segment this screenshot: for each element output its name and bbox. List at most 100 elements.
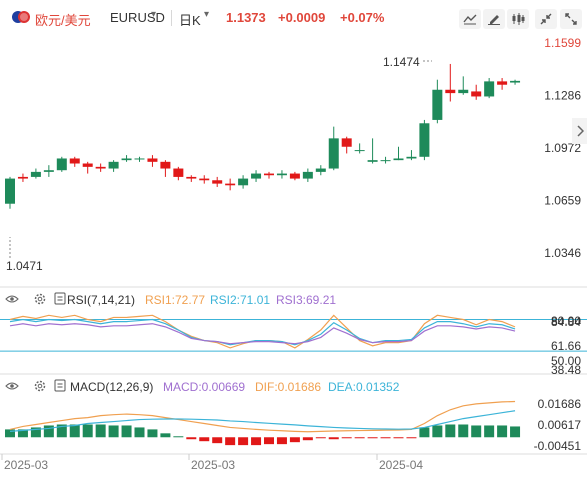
rsi-axis-label: 84.84 [551,315,581,329]
symbol-name-cn[interactable]: 欧元/美元 [35,13,91,28]
candle-body [134,158,145,160]
macd-histogram-bar [225,437,236,446]
macd-histogram-bar [354,437,365,439]
settings-icon[interactable] [34,380,46,392]
candle-body [510,80,521,83]
time-axis-label: 2025-04 [379,458,423,472]
rsi-axis-label: 50.00 [551,354,581,368]
candle-body [160,161,171,169]
macd-histogram-bar [56,424,67,438]
line-chart-icon[interactable] [459,9,481,29]
macd-value: MACD:0.00669 [163,380,245,394]
candle-body [43,170,54,172]
macd-histogram-bar [82,424,93,438]
candle-body [121,158,132,161]
macd-histogram-bar [302,437,313,441]
macd-axis-label: 0.00617 [538,418,582,432]
candle-body [315,168,326,172]
candle-body [289,173,300,179]
candle-body [445,89,456,94]
macd-histogram-bar [341,437,352,439]
macd-histogram-bar [276,437,287,445]
draw-pen-icon[interactable] [483,9,505,29]
rsi2-value: RSI2:71.01 [210,293,270,307]
candle-body [419,123,430,157]
expand-icon[interactable] [560,9,582,29]
price-change-percent: +0.07% [340,10,385,25]
macd-histogram-bar [328,437,339,440]
visibility-icon[interactable] [5,382,19,390]
rsi-header: RSI(7,14,21) RSI1:72.77 RSI2:71.01 RSI3:… [5,292,336,307]
macd-histogram-bar [121,425,132,438]
symbol-code[interactable]: EURUSD [110,10,165,25]
macd-histogram-bar [471,425,482,438]
macd-histogram-bar [69,424,80,438]
candle-body [173,168,184,177]
max-price-label: 1.1474 [383,55,420,69]
candlestick-series [5,60,521,258]
rsi3-value: RSI3:69.21 [276,293,336,307]
candlestick-icon[interactable] [507,9,529,29]
dif-line [9,400,516,433]
macd-header: MACD(12,26,9) MACD:0.00669 DIF:0.01686 D… [5,379,400,394]
dea-value: DEA:0.01352 [328,380,400,394]
macd-histogram-bar [406,437,417,439]
price-axis-label: 1.1286 [544,88,581,102]
macd-histogram-bar [5,429,15,438]
price-axis: 1.1599 1.1286 1.0972 1.0659 1.0346 [544,36,581,260]
candle-body [328,138,339,169]
settings-icon[interactable] [34,293,46,305]
rsi-line-rsi3 [9,323,516,345]
candle-body [276,173,287,176]
macd-histogram-bar [419,427,430,438]
candle-body [302,171,313,179]
chevron-right-icon[interactable] [572,118,587,144]
candle-body [432,89,443,120]
divider [171,10,172,26]
macd-histogram-bar [445,424,456,438]
price-axis-label: 1.0972 [544,141,581,155]
candle-body [17,176,28,179]
candle-body [108,161,119,169]
macd-histogram-bar [30,427,41,438]
price-axis-label: 1.1599 [544,36,581,50]
time-axis-label: 2025-03 [4,458,48,472]
macd-histogram-bar [108,425,119,438]
macd-histogram-bar [393,437,404,439]
dif-value: DIF:0.01686 [255,380,321,394]
candle-body [251,173,262,179]
candle-body [264,173,274,176]
macd-axis-label: 0.01686 [538,397,582,411]
time-axis-label: 2025-03 [191,458,235,472]
price-axis-label: 1.0659 [544,194,581,208]
collapse-icon[interactable] [535,9,557,29]
visibility-icon[interactable] [5,295,19,303]
interval-selector[interactable]: 日K [179,13,201,28]
info-icon[interactable] [54,292,66,305]
time-axis: 2025-03 2025-03 2025-04 [1,454,423,472]
macd-series [5,400,521,446]
dea-line [9,410,516,432]
chevron-down-icon[interactable]: ▾ [204,9,210,20]
candle-body [69,158,80,164]
rsi-axis-label: 61.66 [551,339,581,353]
macd-axis-label: -0.00451 [534,439,582,453]
candle-body [484,81,495,97]
candle-body [147,158,158,162]
candle-body [212,180,223,184]
info-icon[interactable] [54,379,66,392]
candle-body [497,81,508,85]
chevron-down-icon[interactable]: ▾ [151,9,157,20]
macd-histogram-bar [432,425,443,438]
flag-icon [12,10,30,24]
candle-body [238,178,249,186]
rsi1-value: RSI1:72.77 [145,293,205,307]
candle-body [56,158,67,171]
price-change: +0.0009 [278,10,326,25]
macd-histogram-bar [147,429,158,438]
macd-histogram-bar [43,425,54,438]
macd-histogram-bar [238,437,249,446]
macd-histogram-bar [173,436,184,438]
